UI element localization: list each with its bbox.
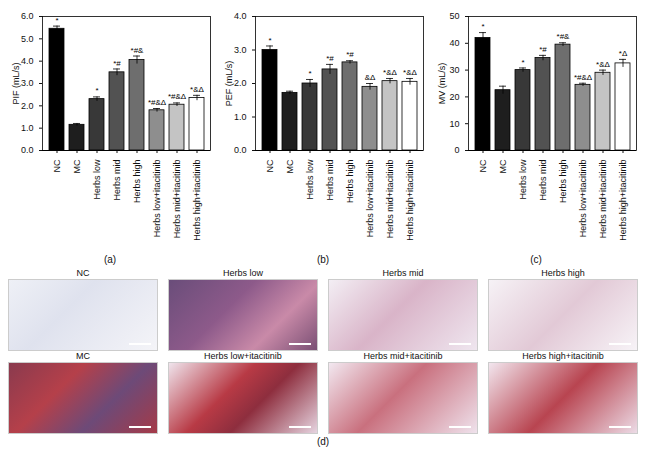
svg-text:PEF (mL/s): PEF (mL/s) [224, 61, 234, 107]
html-text:(c): (c) [530, 254, 542, 265]
svg-text:*#: *# [539, 45, 547, 54]
html-text:Herbs low: Herbs low [223, 268, 263, 278]
svg-text:Herbs high: Herbs high [132, 160, 142, 204]
svg-text:*: * [95, 86, 98, 95]
svg-text:MC: MC [498, 159, 508, 173]
svg-text:Herbs mid: Herbs mid [538, 160, 548, 201]
svg-text:NC: NC [478, 159, 488, 172]
svg-text:*#: *# [326, 54, 334, 63]
svg-text:4.0: 4.0 [21, 56, 34, 66]
svg-text:1.0: 1.0 [21, 123, 34, 133]
svg-text:Herbs low+itacitinib: Herbs low+itacitinib [578, 160, 588, 238]
svg-text:PIF (mL/s): PIF (mL/s) [11, 62, 21, 104]
svg-text:*: * [481, 22, 484, 31]
svg-text:Herbs low: Herbs low [518, 159, 528, 200]
svg-text:Herbs low+itacitinib: Herbs low+itacitinib [152, 160, 162, 238]
svg-text:6.0: 6.0 [21, 11, 34, 21]
svg-text:*#&Δ: *#&Δ [574, 73, 593, 82]
html-text:Herbs high+itacitinib: Herbs high+itacitinib [522, 351, 604, 361]
svg-text:MC: MC [285, 159, 295, 173]
svg-text:20: 20 [449, 92, 459, 102]
svg-text:Herbs high+itacitinib: Herbs high+itacitinib [618, 160, 628, 241]
html-text:(b): (b) [316, 254, 330, 265]
svg-text:30: 30 [449, 65, 459, 75]
svg-text:MV (mL/s): MV (mL/s) [437, 63, 447, 105]
svg-text:Herbs high: Herbs high [345, 160, 355, 204]
svg-text:3.0: 3.0 [234, 45, 247, 55]
svg-text:Herbs low: Herbs low [92, 159, 102, 200]
html-text:(d): (d) [316, 436, 330, 447]
svg-text:*: * [308, 69, 311, 78]
svg-text:*: * [55, 16, 58, 25]
html-text:Herbs low+itacitinib: Herbs low+itacitinib [204, 351, 282, 361]
svg-text:2.0: 2.0 [21, 101, 34, 111]
svg-text:Herbs mid+itacitinib: Herbs mid+itacitinib [598, 160, 608, 239]
html-text:NC: NC [76, 268, 90, 278]
svg-text:10: 10 [449, 119, 459, 129]
svg-text:NC: NC [52, 159, 62, 172]
svg-text:0.0: 0.0 [21, 145, 34, 155]
svg-text:3.0: 3.0 [21, 78, 34, 88]
svg-text:Herbs high+itacitinib: Herbs high+itacitinib [405, 160, 415, 241]
svg-text:1.0: 1.0 [234, 112, 247, 122]
svg-text:*#&: *#& [131, 46, 145, 55]
html-text:Herbs high: Herbs high [541, 268, 585, 278]
svg-text:*&Δ: *&Δ [596, 60, 610, 69]
html-text:Herbs mid: Herbs mid [382, 268, 424, 278]
svg-text:50: 50 [449, 11, 459, 21]
svg-text:5.0: 5.0 [21, 34, 34, 44]
html-text:MC: MC [76, 351, 90, 361]
svg-text:*&Δ: *&Δ [190, 85, 204, 94]
svg-text:*&Δ: *&Δ [403, 68, 417, 77]
svg-text:*&Δ: *&Δ [383, 68, 397, 77]
svg-text:Herbs mid+itacitinib: Herbs mid+itacitinib [172, 160, 182, 239]
svg-text:*: * [268, 36, 271, 45]
svg-text:*#: *# [113, 59, 121, 68]
svg-text:*#&Δ: *#&Δ [148, 98, 167, 107]
svg-text:40: 40 [449, 38, 459, 48]
svg-text:*: * [521, 58, 524, 67]
svg-text:&Δ: &Δ [365, 73, 376, 82]
svg-text:*#&: *#& [557, 32, 571, 41]
html-text:Herbs mid+itacitinib: Herbs mid+itacitinib [363, 351, 443, 361]
html-text:(a): (a) [103, 254, 117, 265]
svg-text:MC: MC [72, 159, 82, 173]
svg-text:Herbs mid+itacitinib: Herbs mid+itacitinib [385, 160, 395, 239]
svg-text:*#: *# [346, 50, 354, 59]
svg-text:Herbs high: Herbs high [558, 160, 568, 204]
svg-text:Herbs low+itacitinib: Herbs low+itacitinib [365, 160, 375, 238]
svg-text:2.0: 2.0 [234, 78, 247, 88]
svg-text:0: 0 [454, 145, 459, 155]
svg-text:NC: NC [265, 159, 275, 172]
svg-text:Herbs mid: Herbs mid [325, 160, 335, 201]
svg-text:Herbs mid: Herbs mid [112, 160, 122, 201]
svg-text:0.0: 0.0 [234, 145, 247, 155]
svg-text:*Δ: *Δ [619, 49, 628, 58]
svg-text:*#&Δ: *#&Δ [168, 92, 187, 101]
svg-text:Herbs high+itacitinib: Herbs high+itacitinib [192, 160, 202, 241]
svg-text:Herbs low: Herbs low [305, 159, 315, 200]
svg-text:4.0: 4.0 [234, 11, 247, 21]
